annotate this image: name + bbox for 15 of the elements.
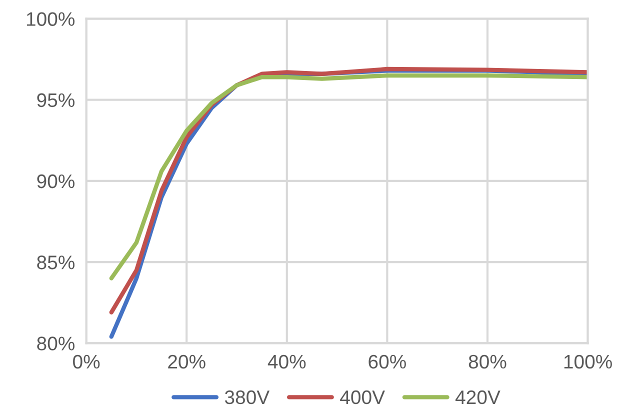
x-tick-label: 80%	[468, 354, 506, 369]
legend-label: 420V	[455, 390, 500, 404]
y-tick-label: 100%	[26, 12, 75, 26]
line-series	[109, 73, 588, 280]
x-tick-label: 100%	[564, 354, 612, 369]
x-tick-label: 40%	[268, 354, 306, 369]
y-tick-label: 95%	[37, 93, 75, 108]
x-tick-label: 0%	[73, 354, 100, 369]
x-tick-label: 60%	[368, 354, 406, 369]
y-tick-label: 90%	[37, 174, 75, 188]
x-tick-label: 20%	[168, 354, 206, 369]
y-tick-label: 85%	[37, 256, 75, 270]
legend-label: 380V	[224, 390, 270, 404]
legend-label: 400V	[340, 390, 385, 404]
y-tick-label: 80%	[37, 336, 75, 350]
